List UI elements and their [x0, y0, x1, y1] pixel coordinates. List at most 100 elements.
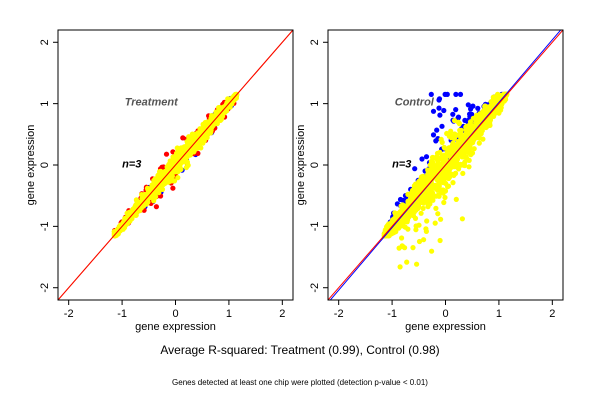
data-point: [436, 96, 443, 102]
data-point: [494, 95, 500, 101]
data-point: [463, 154, 469, 160]
x-tick-label: -1: [117, 308, 127, 320]
data-point: [432, 220, 438, 226]
data-point: [475, 130, 481, 137]
data-point: [475, 105, 481, 111]
data-point: [180, 135, 186, 141]
data-point: [153, 194, 159, 200]
data-point: [399, 243, 405, 249]
data-point: [455, 138, 461, 144]
figure-footnote: Genes detected at least one chip were pl…: [172, 378, 428, 387]
data-point: [183, 164, 189, 171]
data-point: [447, 148, 453, 154]
data-point: [468, 106, 474, 112]
data-point: [427, 162, 433, 168]
data-point: [162, 168, 168, 174]
y-tick-label: 0: [309, 162, 321, 168]
data-point: [473, 119, 479, 125]
data-point: [470, 115, 476, 121]
data-point: [416, 238, 423, 245]
x-tick-label: 2: [279, 308, 285, 320]
panel-label: Control: [395, 96, 435, 108]
data-point: [174, 162, 180, 169]
data-point: [151, 180, 157, 186]
plot-area: [58, 30, 293, 300]
data-point: [416, 178, 422, 184]
data-point: [176, 153, 182, 159]
data-point: [401, 203, 407, 209]
data-point: [428, 91, 434, 97]
plot-area: [328, 30, 563, 300]
data-point: [193, 136, 199, 142]
data-point: [476, 135, 483, 141]
y-tick-label: 0: [39, 162, 51, 168]
data-point: [430, 132, 437, 138]
data-point: [437, 112, 443, 118]
data-point: [131, 208, 137, 214]
data-point: [157, 174, 163, 180]
data-point: [433, 193, 439, 199]
data-point: [464, 125, 470, 131]
panel-label: Treatment: [125, 96, 179, 108]
data-point: [462, 159, 468, 165]
data-point: [436, 161, 442, 167]
y-tick-label: 1: [309, 101, 321, 107]
data-point: [441, 158, 447, 164]
x-tick-label: -2: [64, 308, 74, 320]
data-point: [410, 204, 416, 210]
data-point: [410, 192, 416, 199]
data-point: [397, 264, 403, 270]
data-point: [169, 158, 175, 164]
data-point: [150, 186, 156, 192]
data-point: [409, 210, 415, 216]
data-point: [199, 126, 205, 132]
data-point: [169, 173, 175, 179]
data-point: [170, 154, 176, 160]
data-point: [468, 128, 474, 134]
data-point: [434, 150, 441, 156]
data-point: [438, 136, 444, 142]
reference-line: [328, 30, 563, 300]
data-point: [461, 147, 467, 153]
data-point: [450, 111, 456, 117]
data-point: [435, 211, 441, 217]
data-point: [404, 259, 410, 265]
n-label: n=3: [122, 158, 141, 170]
scatter-panel-1: -2 -1 0 1 2 -2 -1 0 1 2 gene expression gene expres…: [25, 29, 294, 333]
data-point: [425, 204, 431, 210]
data-point: [477, 111, 483, 117]
data-point: [414, 185, 421, 191]
data-point: [450, 180, 456, 186]
y-tick-label: -2: [39, 283, 51, 293]
data-point: [496, 105, 502, 111]
data-point: [209, 124, 215, 130]
data-point: [456, 166, 462, 172]
data-point: [442, 145, 448, 151]
data-point: [471, 146, 477, 152]
data-point: [153, 204, 159, 210]
x-axis-label: gene expression: [135, 321, 216, 333]
y-axis-label: gene expression: [25, 125, 37, 206]
data-point: [385, 233, 392, 239]
data-point: [466, 164, 472, 170]
y-axis-label: gene expression: [295, 125, 307, 206]
scatter-panel-2: -2 -1 0 1 2 -2 -1 0 1 2 gene expression gene expres…: [295, 29, 564, 333]
data-point: [469, 122, 475, 128]
x-tick-label: 1: [226, 308, 232, 320]
y-tick-label: 2: [39, 39, 51, 45]
data-point: [416, 222, 422, 228]
data-point: [414, 261, 420, 267]
x-tick-label: -2: [334, 308, 344, 320]
data-point: [441, 152, 447, 158]
data-point: [453, 160, 459, 166]
data-point: [163, 151, 170, 157]
data-point: [437, 237, 443, 244]
reference-line: [58, 30, 293, 300]
data-point: [194, 145, 200, 152]
x-tick-label: 0: [442, 308, 448, 320]
data-point: [187, 134, 193, 141]
data-point: [465, 142, 472, 148]
data-point: [133, 197, 139, 203]
data-point: [469, 150, 476, 156]
x-tick-label: 1: [496, 308, 502, 320]
